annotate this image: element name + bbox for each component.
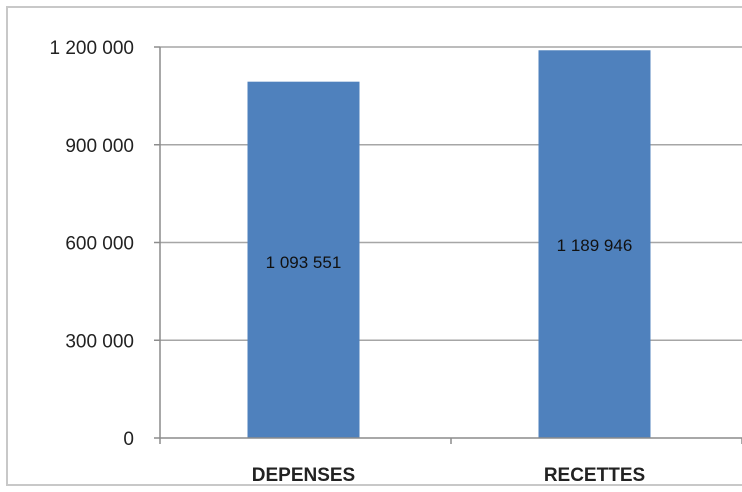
y-tick-label: 1 200 000 bbox=[49, 38, 134, 59]
x-category-label: RECETTES bbox=[544, 465, 645, 486]
y-tick-label: 0 bbox=[123, 429, 134, 450]
bar-recettes bbox=[538, 50, 651, 438]
bar-depenses bbox=[247, 81, 360, 438]
labels: 0 300 000 600 000 900 000 1 200 000 1 093 551… bbox=[49, 38, 645, 486]
x-category-label: DEPENSES bbox=[252, 465, 355, 486]
axes bbox=[154, 46, 742, 444]
gridlines bbox=[160, 46, 742, 341]
data-label-depenses: 1 093 551 bbox=[266, 253, 342, 272]
y-tick-label: 300 000 bbox=[65, 331, 134, 352]
data-label-recettes: 1 189 946 bbox=[557, 236, 633, 255]
bars bbox=[247, 50, 651, 438]
y-tick-label: 600 000 bbox=[65, 234, 134, 255]
y-tick-label: 900 000 bbox=[65, 136, 134, 157]
